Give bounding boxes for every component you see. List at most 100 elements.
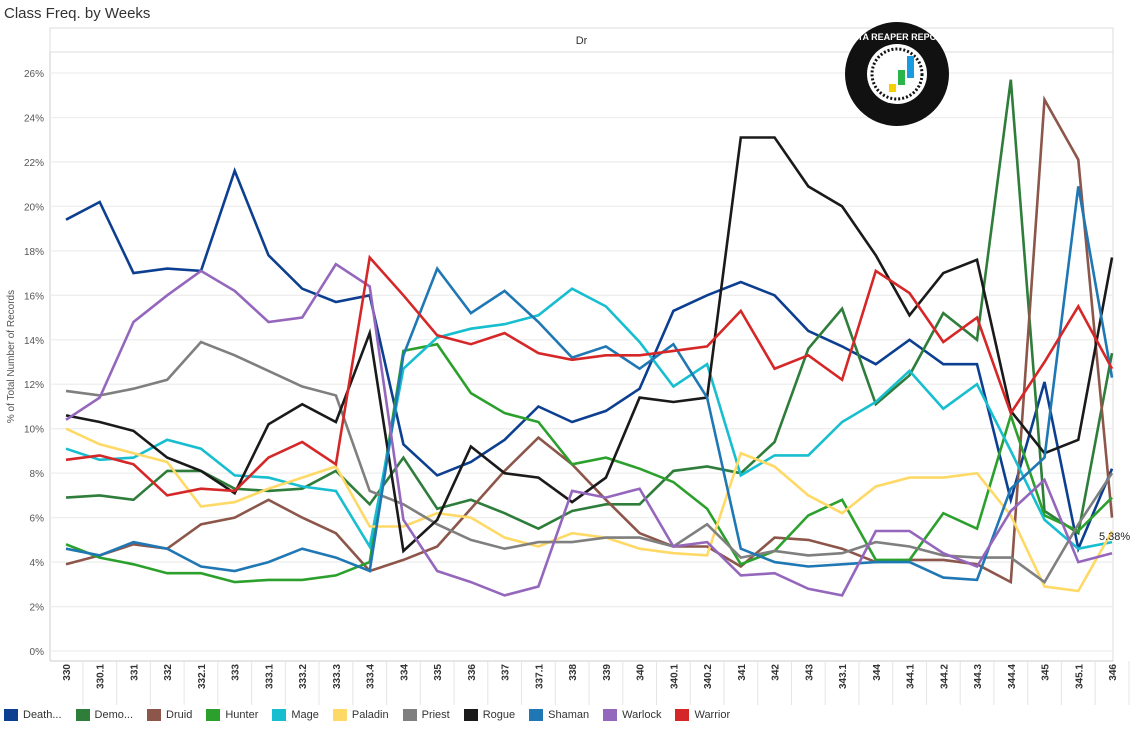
y-tick-label: 18% [24,247,44,258]
x-tick-label: 340.1 [669,664,680,689]
data-reaper-logo: DATA REAPER REPORT [845,22,949,126]
series-line-paladin [65,427,1114,593]
x-tick-label: 345.1 [1074,664,1085,689]
legend-label: Druid [166,709,193,721]
legend-label: Warrior [694,709,731,721]
legend-label: Demo... [94,709,134,721]
legend-swatch [4,709,18,721]
x-tick-label: 335 [433,664,444,681]
series-line-priest [65,340,1114,584]
x-tick-label: 336 [467,664,478,681]
series-line-warlock [65,262,1113,597]
y-tick-label: 22% [24,158,44,169]
x-tick-label: 338 [568,664,579,681]
legend-item[interactable]: Druid [147,709,192,721]
x-tick-label: 344.4 [1007,664,1018,689]
legend-item[interactable]: Mage [272,709,319,721]
logo-text: DATA REAPER REPORT [845,32,949,42]
legend-swatch [603,709,618,721]
legend-swatch [463,709,478,721]
series-line-druid [65,95,1114,585]
series-line-warrior [65,254,1114,497]
x-tick-label: 337 [501,664,512,681]
x-tick-label: 337.1 [534,664,545,689]
legend-item[interactable]: Paladin [332,709,389,721]
y-tick-label: 12% [24,380,44,391]
legend-label: Death... [23,709,62,721]
legend-item[interactable]: Warrior [675,709,730,721]
series-line-hunter [65,342,1113,584]
logo-bar-icon [889,84,896,92]
x-tick-label: 346 [1108,664,1119,681]
y-tick-label: 4% [30,558,45,569]
y-tick-label: 16% [24,291,44,302]
x-tick-label: 342 [771,664,782,681]
x-tick-label: 333.2 [298,664,309,689]
y-tick-label: 20% [24,202,44,213]
x-tick-label: 339 [602,664,613,681]
x-tick-label: 341 [737,664,748,681]
legend-item[interactable]: Shaman [529,709,589,721]
legend-swatch [675,709,690,721]
logo-bar-icon [907,56,914,78]
x-tick-label: 345 [1041,664,1052,681]
x-tick-label: 330 [62,664,73,681]
legend-label: Shaman [548,709,590,721]
series-line-mage [65,287,1113,551]
legend-swatch [402,709,417,721]
y-tick-label: 8% [30,469,45,480]
y-tick-label: 24% [24,113,44,124]
y-tick-label: 0% [30,647,45,658]
legend-label: Priest [421,709,450,721]
legend-item[interactable]: Priest [402,709,450,721]
x-tick-label: 332.1 [197,664,208,689]
legend-swatch [529,709,544,721]
legend-label: Hunter [225,709,259,721]
legend-item[interactable]: Hunter [206,709,258,721]
chart-title: Class Freq. by Weeks [4,5,151,22]
x-tick-label: 333 [231,664,242,681]
legend-item[interactable]: Warlock [603,709,661,721]
legend-item[interactable]: Death... [4,709,62,721]
legend-swatch [147,709,162,721]
y-tick-label: 6% [30,514,45,525]
legend-label: Paladin [351,709,389,721]
x-tick-label: 344.3 [973,664,984,689]
legend-swatch [332,709,347,721]
x-tick-label: 340.2 [703,664,714,689]
legend-swatch [75,709,90,721]
x-tick-label: 333.3 [332,664,343,689]
logo-inner-circle [867,44,927,104]
y-tick-label: 14% [24,336,44,347]
panel-header-label: Dr [576,35,588,47]
x-tick-label: 344 [872,664,883,681]
legend-swatch [272,709,287,721]
series-line-death [65,167,1114,554]
y-tick-label: 10% [24,425,44,436]
x-tick-label: 333.1 [264,664,275,689]
logo-bar-icon [898,70,905,85]
line-chart: Dr 0% 2% 4% 6% 8% 10% 12% 14% 16% 18% 20% 22% 24% 26%%… [6,22,1130,705]
legend-label: Warlock [622,709,662,721]
legend-swatch [206,709,221,721]
legend-label: Rogue [482,709,516,721]
x-tick-label: 343.1 [838,664,849,689]
series-line-shaman [65,186,1114,582]
legend-item[interactable]: Demo... [75,709,134,721]
x-tick-label: 344.1 [906,664,917,689]
x-tick-label: 344.2 [939,664,950,689]
x-tick-label: 334 [399,664,410,681]
series-line-rogue [65,136,1114,554]
x-tick-label: 331 [129,664,140,681]
y-tick-label: 26% [24,69,44,80]
x-tick-label: 343 [804,664,815,681]
legend-item[interactable]: Rogue [463,709,516,721]
x-tick-label: 330.1 [96,664,107,689]
y-tick-label: 2% [30,603,45,614]
series-line-demo [65,79,1114,536]
x-tick-label: 340 [636,664,647,681]
legend: Death... Demo... Druid Hunter Mage Paladin Pri… [4,709,744,721]
data-label-annotation: 5.38% [1099,531,1130,543]
logo-dotted-ring [870,47,924,101]
x-tick-label: 332 [163,664,174,681]
